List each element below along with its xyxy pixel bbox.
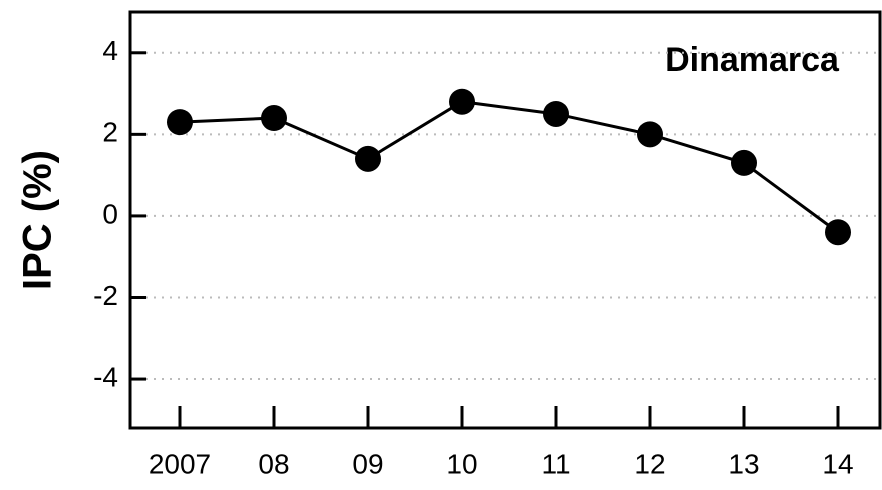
annotation: Dinamarca [665,41,840,79]
y-axis-label: IPC (%) [16,150,60,290]
marker [543,100,569,127]
y-tick-label: -2 [93,280,118,311]
x-tick-label: 13 [728,448,759,479]
x-tick-label: 2007 [149,448,211,479]
marker [261,105,287,132]
y-tick-label: 2 [102,117,118,148]
marker [449,88,475,115]
y-tick-label: 4 [102,35,118,66]
y-tick-label: 0 [102,198,118,229]
x-tick-label: 14 [822,448,853,479]
x-tick-label: 08 [258,448,289,479]
x-tick-label: 11 [541,448,570,479]
marker [355,145,381,172]
x-tick-label: 12 [634,448,665,479]
plot-frame [128,10,882,430]
marker [825,219,851,246]
marker [731,149,757,176]
marker [637,121,663,148]
x-tick-label: 10 [446,448,477,479]
marker [167,109,193,136]
y-tick-label: -4 [93,361,118,392]
line [179,100,839,234]
x-tick-label: 09 [352,448,383,479]
